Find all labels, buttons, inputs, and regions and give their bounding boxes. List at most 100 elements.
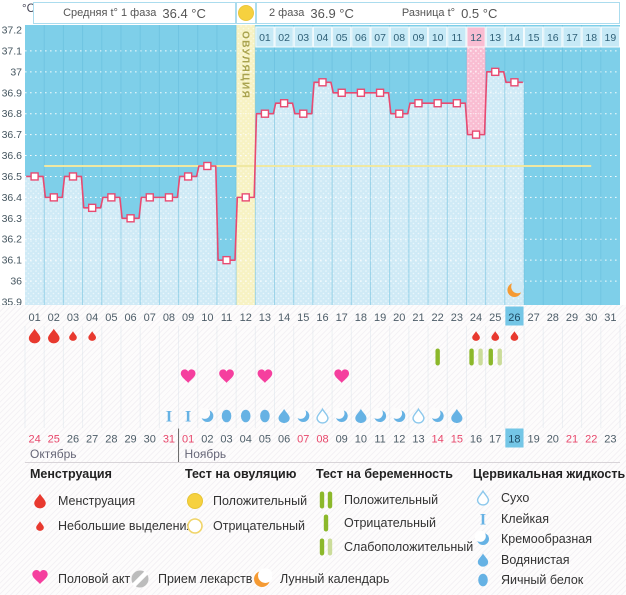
temp-marker[interactable] (241, 193, 250, 202)
day-column-fill[interactable] (159, 197, 179, 305)
day-column-fill[interactable] (82, 207, 102, 305)
day-column-fill[interactable] (274, 103, 294, 305)
calendar-date-cell[interactable]: 13 (412, 434, 424, 446)
day-column-fill[interactable] (216, 260, 237, 305)
calendar-date-cell[interactable]: 04 (240, 434, 252, 446)
temp-marker[interactable] (183, 172, 193, 181)
calendar-date-cell[interactable]: 31 (163, 434, 175, 446)
cycle-day-cell[interactable]: 04 (86, 312, 98, 324)
temp-marker[interactable] (222, 255, 231, 265)
cycle-day-cell[interactable]: 03 (67, 312, 79, 324)
cycle-day-cell[interactable]: 22 (432, 312, 444, 324)
temp-marker[interactable] (414, 99, 423, 108)
calendar-date-cell[interactable]: 17 (489, 434, 501, 446)
day-column-fill[interactable] (63, 176, 83, 305)
cycle-day-cell[interactable]: 30 (585, 312, 597, 324)
day-column-fill[interactable] (44, 197, 64, 305)
calendar-date-cell[interactable]: 01 (182, 434, 194, 446)
calendar-date-cell[interactable]: 05 (259, 434, 271, 446)
cycle-day-cell[interactable]: 07 (144, 312, 156, 324)
cycle-day-cell[interactable]: 02 (48, 312, 60, 324)
cycle-day-cell[interactable]: 23 (451, 312, 463, 324)
cycle-day-cell[interactable]: 18 (355, 312, 367, 324)
temp-marker[interactable] (87, 203, 97, 213)
calendar-date-cell[interactable]: 24 (28, 434, 40, 446)
day-column-fill[interactable] (351, 92, 371, 305)
day-column-fill[interactable] (428, 103, 448, 305)
day-column-fill[interactable] (101, 197, 121, 305)
day-column-fill[interactable] (197, 166, 217, 305)
cycle-day-cell[interactable]: 13 (259, 312, 271, 324)
day-column-fill[interactable] (389, 113, 409, 305)
temp-marker[interactable] (164, 193, 174, 202)
calendar-date-cell[interactable]: 02 (201, 434, 213, 446)
calendar-date-cell[interactable]: 26 (67, 434, 79, 446)
temp-marker[interactable] (260, 109, 270, 118)
day-column-fill[interactable] (255, 113, 275, 305)
cycle-day-cell[interactable]: 16 (316, 312, 328, 324)
cycle-day-cell[interactable]: 21 (412, 312, 424, 324)
tracking-grid[interactable]: 01 02 03 04 05 06 07 08 09 10 11 12 13 14 15 16 17 18 19 20… (0, 305, 626, 465)
cycle-day-cell[interactable]: 24 (470, 312, 482, 324)
calendar-date-cell[interactable]: 28 (105, 434, 117, 446)
day-column-fill[interactable] (332, 92, 352, 305)
calendar-date-cell[interactable]: 18 (508, 434, 520, 446)
cycle-day-cell[interactable]: 06 (124, 312, 136, 324)
cycle-day-cell[interactable]: 05 (105, 312, 117, 324)
calendar-date-cell[interactable]: 30 (144, 434, 156, 446)
cycle-day-cell[interactable]: 09 (182, 312, 194, 324)
temp-marker[interactable] (49, 193, 58, 202)
cycle-day-cell[interactable]: 08 (163, 312, 175, 324)
cycle-day-cell[interactable]: 26 (508, 312, 520, 324)
calendar-date-cell[interactable]: 27 (86, 434, 98, 446)
day-column-fill[interactable] (466, 134, 486, 305)
day-column-fill[interactable] (120, 218, 141, 305)
calendar-date-cell[interactable]: 21 (566, 434, 578, 446)
calendar-date-cell[interactable]: 10 (355, 434, 367, 446)
temp-marker[interactable] (471, 130, 481, 139)
temp-marker[interactable] (491, 67, 500, 77)
calendar-date-cell[interactable]: 14 (432, 434, 444, 446)
cycle-day-cell[interactable]: 20 (393, 312, 405, 324)
day-column-fill[interactable] (504, 82, 525, 305)
cycle-day-cell[interactable]: 29 (566, 312, 578, 324)
temp-marker[interactable] (452, 99, 462, 108)
day-column-fill[interactable] (293, 113, 313, 305)
calendar-date-cell[interactable]: 06 (278, 434, 290, 446)
cycle-day-cell[interactable]: 14 (278, 312, 290, 324)
day-column-fill[interactable] (370, 92, 390, 305)
calendar-date-cell[interactable]: 23 (604, 434, 616, 446)
cycle-day-cell[interactable]: 27 (528, 312, 540, 324)
calendar-date-cell[interactable]: 16 (470, 434, 482, 446)
temp-marker[interactable] (30, 172, 39, 181)
calendar-date-cell[interactable]: 09 (336, 434, 348, 446)
temp-marker[interactable] (299, 109, 308, 118)
cycle-day-cell[interactable]: 25 (489, 312, 501, 324)
calendar-date-cell[interactable]: 07 (297, 434, 309, 446)
temp-marker[interactable] (337, 88, 346, 97)
temp-marker[interactable] (318, 78, 327, 87)
calendar-date-cell[interactable]: 19 (528, 434, 540, 446)
temp-marker[interactable] (356, 88, 366, 97)
calendar-date-cell[interactable]: 03 (220, 434, 232, 446)
temp-marker[interactable] (126, 214, 135, 223)
temp-marker[interactable] (375, 88, 385, 97)
calendar-date-cell[interactable]: 12 (393, 434, 405, 446)
cycle-day-cell[interactable]: 12 (240, 312, 252, 324)
calendar-date-cell[interactable]: 25 (48, 434, 60, 446)
day-column-fill[interactable] (312, 82, 333, 305)
temp-marker[interactable] (395, 109, 404, 118)
calendar-date-cell[interactable]: 08 (316, 434, 328, 446)
day-column-fill[interactable] (485, 71, 505, 305)
calendar-date-cell[interactable]: 29 (124, 434, 136, 446)
day-column-fill[interactable] (178, 176, 198, 305)
temp-marker[interactable] (433, 99, 442, 108)
calendar-date-cell[interactable]: 11 (374, 434, 385, 446)
temp-marker[interactable] (279, 99, 289, 108)
day-column-fill[interactable] (447, 103, 467, 305)
temp-marker[interactable] (68, 172, 78, 181)
cycle-day-cell[interactable]: 19 (374, 312, 386, 324)
cycle-day-cell[interactable]: 31 (604, 312, 616, 324)
calendar-date-cell[interactable]: 20 (547, 434, 559, 446)
cycle-day-cell[interactable]: 11 (221, 312, 232, 324)
